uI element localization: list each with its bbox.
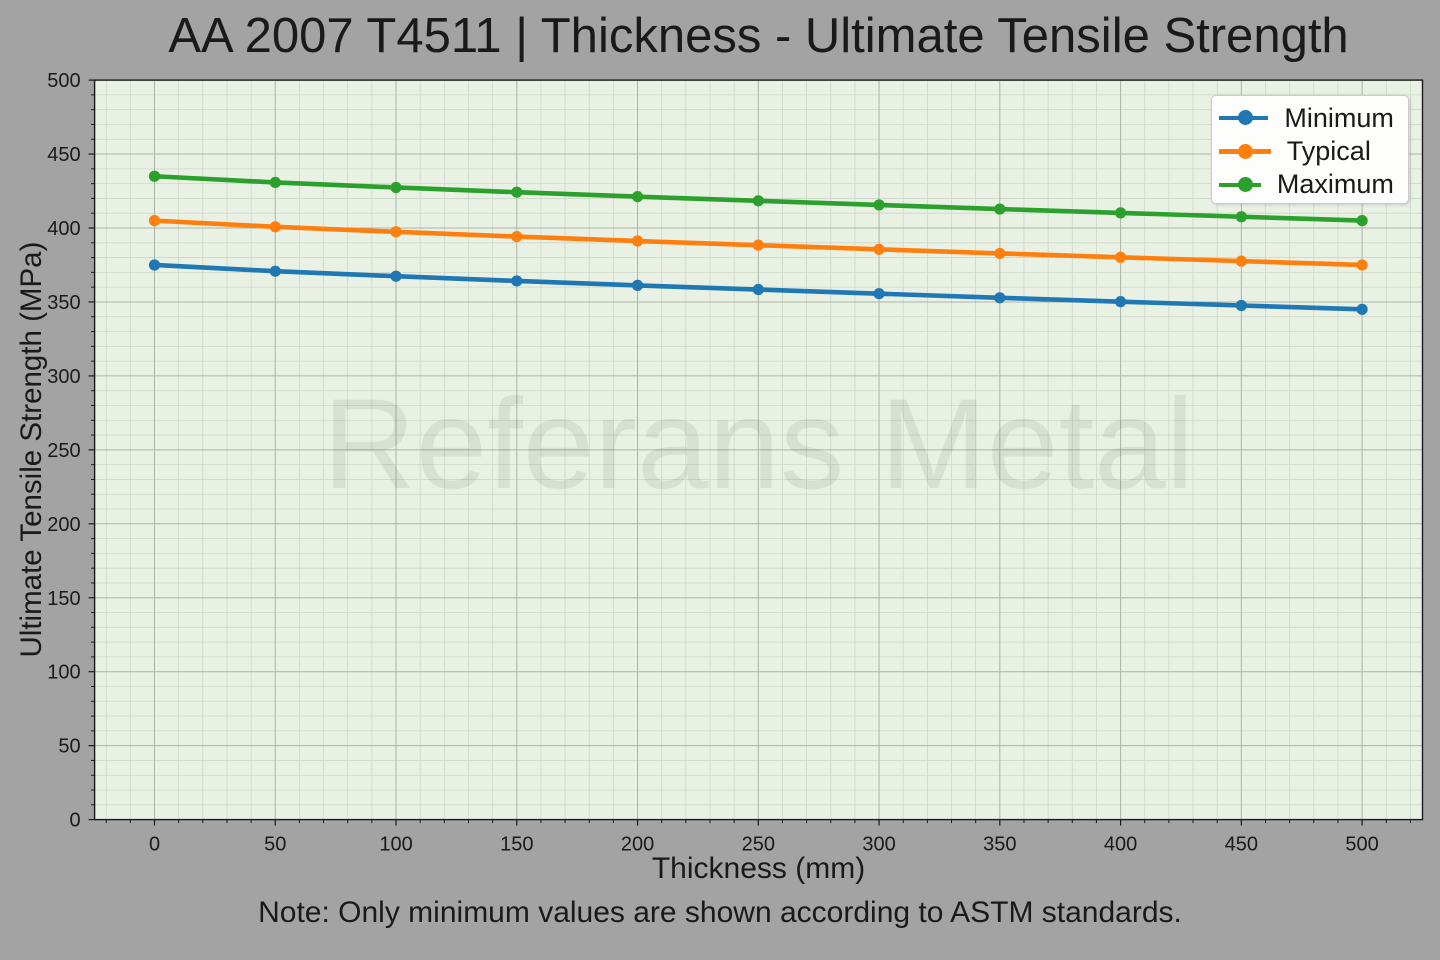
svg-text:100: 100 [379, 834, 412, 856]
svg-text:300: 300 [47, 366, 80, 388]
svg-text:350: 350 [983, 834, 1016, 856]
svg-text:500: 500 [47, 70, 80, 92]
svg-text:0: 0 [69, 810, 80, 832]
svg-text:450: 450 [47, 144, 80, 166]
svg-text:200: 200 [47, 514, 80, 536]
svg-text:50: 50 [264, 834, 286, 856]
svg-text:500: 500 [1345, 834, 1378, 856]
svg-text:150: 150 [500, 834, 533, 856]
svg-text:400: 400 [1104, 834, 1137, 856]
svg-text:400: 400 [47, 218, 80, 240]
svg-text:50: 50 [58, 736, 80, 758]
svg-text:200: 200 [621, 834, 654, 856]
svg-text:250: 250 [742, 834, 775, 856]
svg-text:350: 350 [47, 292, 80, 314]
svg-text:450: 450 [1225, 834, 1258, 856]
svg-text:250: 250 [47, 440, 80, 462]
svg-text:100: 100 [47, 662, 80, 684]
svg-text:300: 300 [862, 834, 895, 856]
svg-text:150: 150 [47, 588, 80, 610]
svg-text:0: 0 [149, 834, 160, 856]
